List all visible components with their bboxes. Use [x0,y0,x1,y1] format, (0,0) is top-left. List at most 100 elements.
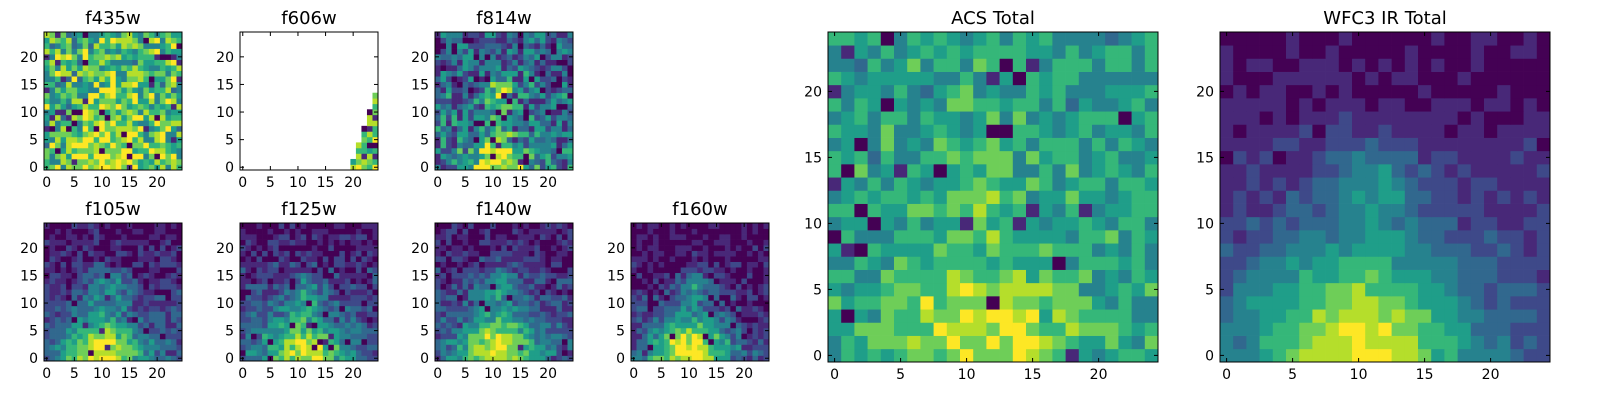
heatmap-cell [289,234,296,240]
heatmap-cell [512,289,519,296]
heatmap-cell [350,294,357,301]
heatmap-cell [730,283,737,290]
heatmap-cell [757,245,764,251]
heatmap-cell [1131,190,1146,204]
heatmap-cell [506,81,513,88]
heatmap-cell [311,245,318,251]
heatmap-cell [545,54,552,60]
heatmap-cell [104,289,111,296]
heatmap-cell [653,333,659,340]
heatmap-cell [49,261,56,268]
heatmap-cell [88,272,95,279]
heatmap-cell [708,289,715,296]
heatmap-cell [1092,256,1106,270]
heatmap-cell [719,344,726,351]
heatmap-cell [339,322,346,329]
heatmap-cell [528,316,535,323]
heatmap-cell [686,261,693,268]
heatmap-cell [495,344,502,351]
heatmap-cell [986,124,1000,138]
heatmap-cell [653,267,659,274]
heatmap-cell [267,311,274,318]
heatmap-cell [713,272,720,279]
heatmap-cell [1272,243,1287,257]
heatmap-cell [115,164,122,171]
heatmap-cell [1078,269,1093,284]
heatmap-cell [719,239,726,246]
heatmap-cell [1105,164,1119,178]
heatmap-cell [854,335,868,350]
heatmap-cell [143,158,150,165]
heatmap-cell [350,234,357,240]
heatmap-cell [350,316,357,323]
heatmap-cell [44,76,50,83]
heatmap-cell [534,54,541,60]
heatmap-cell [143,43,150,49]
heatmap-cell [484,245,491,251]
heatmap-cell [973,322,987,336]
heatmap-cell [99,147,106,154]
heatmap-cell [104,349,111,356]
heatmap-cell [462,278,469,285]
heatmap-cell [278,355,285,362]
heatmap-cell [1325,256,1340,270]
heatmap-cell [719,228,726,235]
heatmap-cell [960,45,974,59]
heatmap-cell [675,267,682,274]
heatmap-cell [278,294,285,301]
heatmap-cell [366,164,373,171]
heatmap-cell [154,250,161,257]
heatmap-cell [479,76,486,83]
heatmap-cell [741,349,748,356]
heatmap-cell [361,136,368,143]
heatmap-cell [746,344,753,351]
heatmap-cell [894,177,908,191]
heatmap-cell [534,81,541,88]
heatmap-cell [920,322,934,336]
heatmap-cell [322,239,329,246]
heatmap-cell [735,228,742,235]
heatmap-cell [104,109,111,116]
heatmap-cell [1484,243,1498,257]
heatmap-cell [333,333,340,340]
heatmap-cell [735,245,742,251]
heatmap-cell [746,223,753,229]
heatmap-cell [479,136,486,143]
heatmap-cell [278,316,285,323]
heatmap-cell [986,150,1000,165]
heatmap-cell [556,311,563,318]
heatmap-cell [1312,296,1326,310]
heatmap-cell [159,54,166,60]
heatmap-cell [1444,309,1458,323]
heatmap-cell [148,322,155,329]
heatmap-cell [1065,150,1080,165]
heatmap-cell [284,300,291,307]
heatmap-cell [267,327,274,334]
heatmap-cell [66,283,72,290]
heatmap-cell [148,234,155,240]
heatmap-cell [697,305,704,312]
heatmap-cell [82,103,89,110]
heatmap-cell [495,43,502,49]
heatmap-cell [854,150,868,165]
heatmap-cell [567,278,574,285]
heatmap-cell [1131,309,1146,323]
heatmap-cell [1457,322,1472,336]
heatmap-cell [960,335,974,350]
heatmap-cell [479,239,486,246]
heatmap-cell [675,228,682,235]
heatmap-cell [143,283,150,290]
heatmap-cell [561,136,568,143]
heatmap-cell [664,272,670,279]
heatmap-cell [451,142,458,149]
heatmap-cell [295,267,302,274]
heatmap-cell [686,278,693,285]
heatmap-cell [517,158,524,165]
heatmap-cell [534,234,541,240]
heatmap-cell [986,256,1000,270]
heatmap-cell [328,278,335,285]
heatmap-cell [256,300,263,307]
heatmap-cell [137,283,144,290]
heatmap-cell [339,289,346,296]
